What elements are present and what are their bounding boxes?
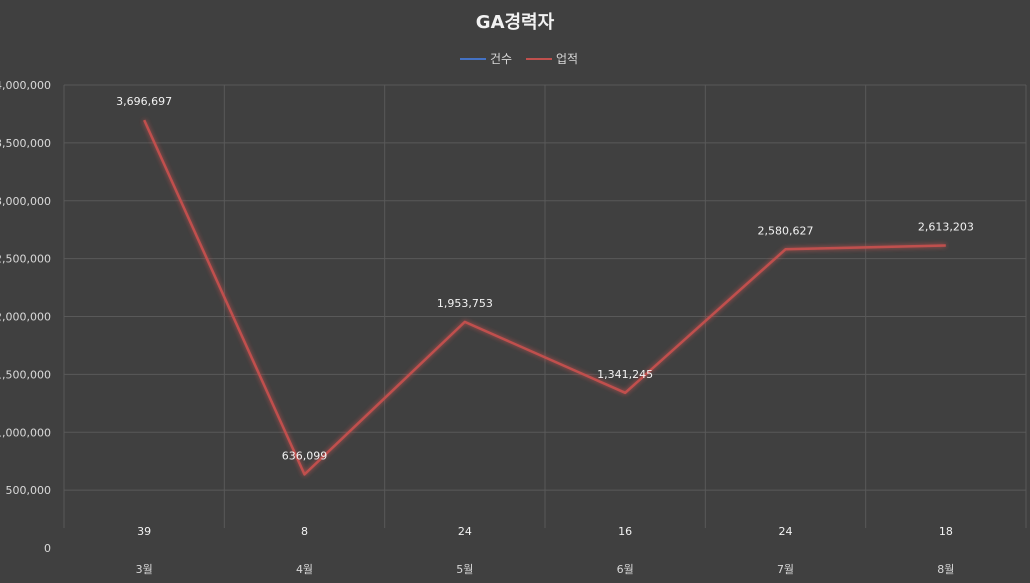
- x-tick-label: 4월: [296, 563, 313, 576]
- data-label: 8: [301, 525, 308, 538]
- y-tick-label: 0: [44, 542, 51, 555]
- y-tick-label: 2,500,000: [0, 253, 51, 266]
- y-tick-label: 3,000,000: [0, 195, 51, 208]
- x-tick-label: 8월: [937, 563, 954, 576]
- x-tick-label: 6월: [617, 563, 634, 576]
- chart-title: GA경력자: [476, 12, 555, 33]
- x-tick-label: 5월: [456, 563, 473, 576]
- data-label: 636,099: [282, 449, 328, 462]
- data-label: 1,953,753: [437, 297, 493, 310]
- data-label: 3,696,697: [116, 95, 172, 108]
- legend-label: 건수: [490, 52, 512, 66]
- y-tick-label: 2,000,000: [0, 311, 51, 324]
- series-layer: [143, 119, 946, 549]
- y-tick-label: 3,500,000: [0, 137, 51, 150]
- data-label: 24: [779, 525, 793, 538]
- x-tick-label: 7월: [777, 563, 794, 576]
- data-label: 2,613,203: [918, 221, 974, 234]
- legend: 건수 업적: [460, 52, 578, 66]
- x-tick-label: 3월: [136, 563, 153, 576]
- y-tick-label: 4,000,000: [0, 79, 51, 92]
- y-tick-label: 1,000,000: [0, 426, 51, 439]
- gridlines: [63, 84, 1027, 528]
- data-label: 1,341,245: [597, 368, 653, 381]
- legend-label: 업적: [556, 52, 578, 66]
- y-tick-label: 500,000: [6, 484, 52, 497]
- x-axis: 3월 4월 5월 6월 7월 8월: [136, 563, 955, 576]
- data-label: 16: [618, 525, 632, 538]
- data-labels: 39 8 24 16 24 18 3,696,697 636,099 1,953,753 1,34…: [116, 95, 974, 538]
- data-label: 2,580,627: [758, 224, 814, 237]
- series-line-performance: [143, 119, 946, 476]
- y-tick-label: 1,500,000: [0, 368, 51, 381]
- data-label: 39: [137, 525, 151, 538]
- data-label: 18: [939, 525, 953, 538]
- y-axis: 0 500,000 1,000,000 1,500,000 2,000,000 2,500…: [0, 79, 51, 555]
- data-label: 24: [458, 525, 472, 538]
